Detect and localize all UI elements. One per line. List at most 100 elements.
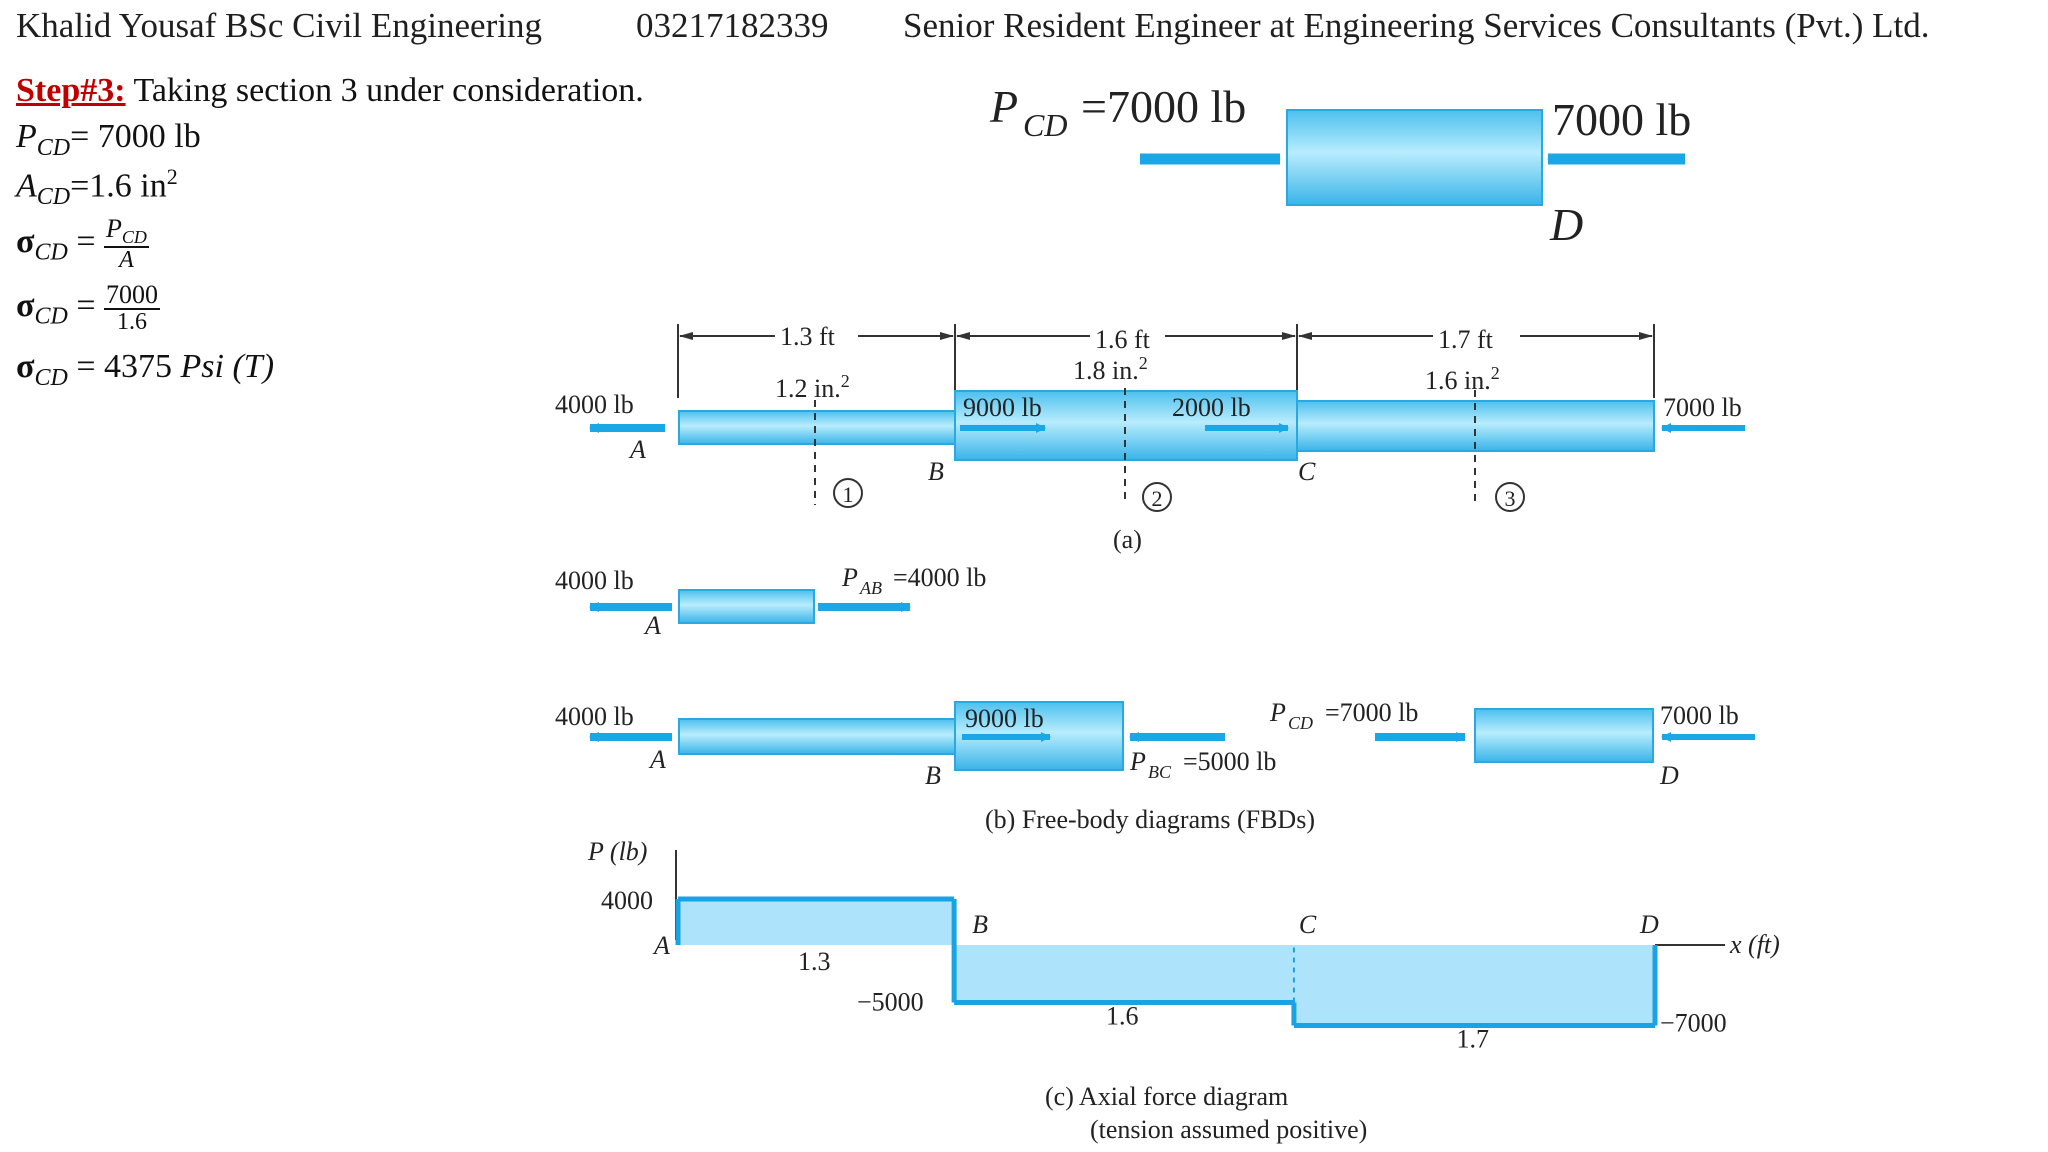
axial-segment-fill-2 (954, 945, 1294, 1003)
frac-num-p: P (106, 214, 122, 243)
a-value: =1.6 in (70, 167, 167, 205)
fbd-row-left-force: 4000 lb (555, 702, 634, 731)
cd-subscript: CD (36, 184, 71, 211)
caption-c-line2: (tension assumed positive) (1090, 1115, 1367, 1144)
fbd-row-point-a: A (648, 745, 666, 774)
cd-subscript: CD (34, 239, 68, 266)
fbd-row-bar-cd (1474, 708, 1654, 763)
caption-a: (a) (1113, 525, 1142, 554)
fbd-row: 4000 lb A 9000 lb B P BC =5000 lb P CD =… (555, 698, 1755, 834)
area-bc: 1.8 in.2 (1073, 353, 1148, 385)
top-pcd-symbol: P (989, 81, 1018, 132)
fbd-row-pbc: P (1129, 747, 1146, 776)
point-c-label: C (1298, 457, 1316, 486)
force-d-label: 7000 lb (1663, 393, 1742, 422)
axial-ylabel: P (lb) (587, 837, 647, 866)
fbd-ab-left-force: 4000 lb (555, 566, 634, 595)
step-text: Taking section 3 under consideration. (125, 72, 644, 109)
point-b-label: B (928, 457, 944, 486)
axial-length-label-1: 1.3 (798, 947, 831, 976)
fbd-row-pbc-value: =5000 lb (1183, 747, 1276, 776)
fbd-row-point-b: B (925, 761, 941, 790)
frac-den: A (119, 247, 134, 274)
acd-line: ACD=1.6 in2 (16, 164, 178, 211)
fbd-row-pcd-sub: CD (1288, 713, 1313, 733)
axial-point-a: A (652, 931, 670, 960)
step-label: Step#3: (16, 72, 126, 109)
frac-num-value: 7000 (104, 280, 161, 310)
fbd-row-pcd: P (1269, 698, 1286, 727)
cd-subscript: CD (34, 364, 68, 391)
fbd-ab: 4000 lb A P AB =4000 lb (555, 563, 986, 640)
area-cd: 1.6 in.2 (1425, 363, 1500, 395)
sigma-result-line: σCD = 4375 Psi (T) (16, 348, 274, 392)
fbd-ab-pab-value: =4000 lb (893, 563, 986, 592)
fbd-ab-bar (678, 589, 815, 624)
force-c-label: 2000 lb (1172, 393, 1251, 422)
top-pcd-sub: CD (1023, 107, 1067, 143)
a-symbol: A (16, 167, 37, 205)
dim-ab: 1.3 ft (780, 322, 836, 351)
fbd-row-point-d: D (1659, 761, 1679, 790)
top-fbd: P CD =7000 lb 7000 lb D (989, 81, 1691, 250)
force-b-label: 9000 lb (963, 393, 1042, 422)
fbd-ab-point-a: A (643, 611, 661, 640)
pcd-line: PCD= 7000 lb (16, 118, 201, 162)
force-a-label: 4000 lb (555, 390, 634, 419)
axial-point-c: C (1299, 910, 1317, 939)
top-bar-cd (1286, 109, 1543, 206)
fbd-row-force-b: 9000 lb (965, 704, 1044, 733)
result-value: = 4375 (67, 348, 181, 385)
axial-xlabel: x (ft) (1729, 930, 1780, 959)
step-heading: Step#3: Taking section 3 under considera… (16, 72, 644, 110)
fbd-row-pbc-sub: BC (1148, 762, 1172, 782)
caption-b: (b) Free-body diagrams (FBDs) (985, 805, 1315, 834)
author-name: Khalid Yousaf BSc Civil Engineering (16, 6, 542, 45)
equals: = (67, 286, 96, 324)
p-symbol: P (16, 118, 37, 155)
bar-ab (678, 410, 956, 445)
formula-fraction: PCD A (104, 216, 149, 272)
fbd-row-bar-ab (678, 718, 956, 755)
section-3-label: 3 (1505, 486, 1516, 511)
axial-length-label-3: 1.7 (1456, 1025, 1489, 1054)
dim-bc: 1.6 ft (1095, 325, 1151, 354)
fbd-ab-pab-sub: AB (859, 578, 882, 598)
author-position: Senior Resident Engineer at Engineering … (903, 6, 1930, 45)
section-1-marker (833, 478, 863, 508)
section-2-label: 2 (1152, 486, 1163, 511)
frac-num-sub: CD (121, 227, 147, 248)
dim-cd: 1.7 ft (1438, 325, 1494, 354)
axial-segment-fill-1 (678, 899, 955, 945)
axial-value-label-2: −5000 (857, 988, 924, 1017)
top-pcd-value: =7000 lb (1081, 81, 1246, 132)
section-1-label: 1 (843, 482, 854, 507)
author-phone: 03217182339 (636, 6, 829, 45)
section-3-marker (1495, 482, 1525, 512)
sigma-symbol: σ (16, 222, 35, 260)
cd-subscript: CD (36, 134, 71, 161)
caption-c-line1: (c) Axial force diagram (1045, 1082, 1288, 1111)
sigma-substitute-line: σCD = 7000 1.6 (16, 280, 161, 335)
section-2-marker (1142, 482, 1172, 512)
axial-length-label-2: 1.6 (1106, 1002, 1139, 1031)
fbd-row-pcd-value: =7000 lb (1325, 698, 1418, 727)
substitute-fraction: 7000 1.6 (104, 280, 161, 335)
axial-value-label-3: −7000 (1660, 1009, 1727, 1038)
squared: 2 (166, 164, 178, 189)
axial-value-label-1: 4000 (601, 886, 653, 915)
sigma-symbol: σ (16, 286, 35, 324)
sigma-formula-line: σCD = PCD A (16, 216, 149, 272)
axial-segment-fill-3 (1293, 945, 1655, 1026)
diagram-a: 1.3 ft 1.6 ft 1.7 ft 1.2 in.2 1.8 in.2 1… (555, 322, 1745, 554)
axial-point-d: D (1639, 910, 1659, 939)
point-a-label: A (628, 435, 646, 464)
top-point-d: D (1549, 199, 1583, 250)
fbd-row-right-force: 7000 lb (1660, 701, 1739, 730)
frac-den-value: 1.6 (117, 309, 148, 335)
p-value: = 7000 lb (70, 118, 201, 155)
axial-force-diagram: P (lb) x (ft) 1.3 1.6 1.7 4000 −5000 −7000 A B C… (587, 837, 1780, 1144)
area-ab: 1.2 in.2 (775, 371, 850, 403)
sigma-symbol: σ (16, 348, 35, 385)
